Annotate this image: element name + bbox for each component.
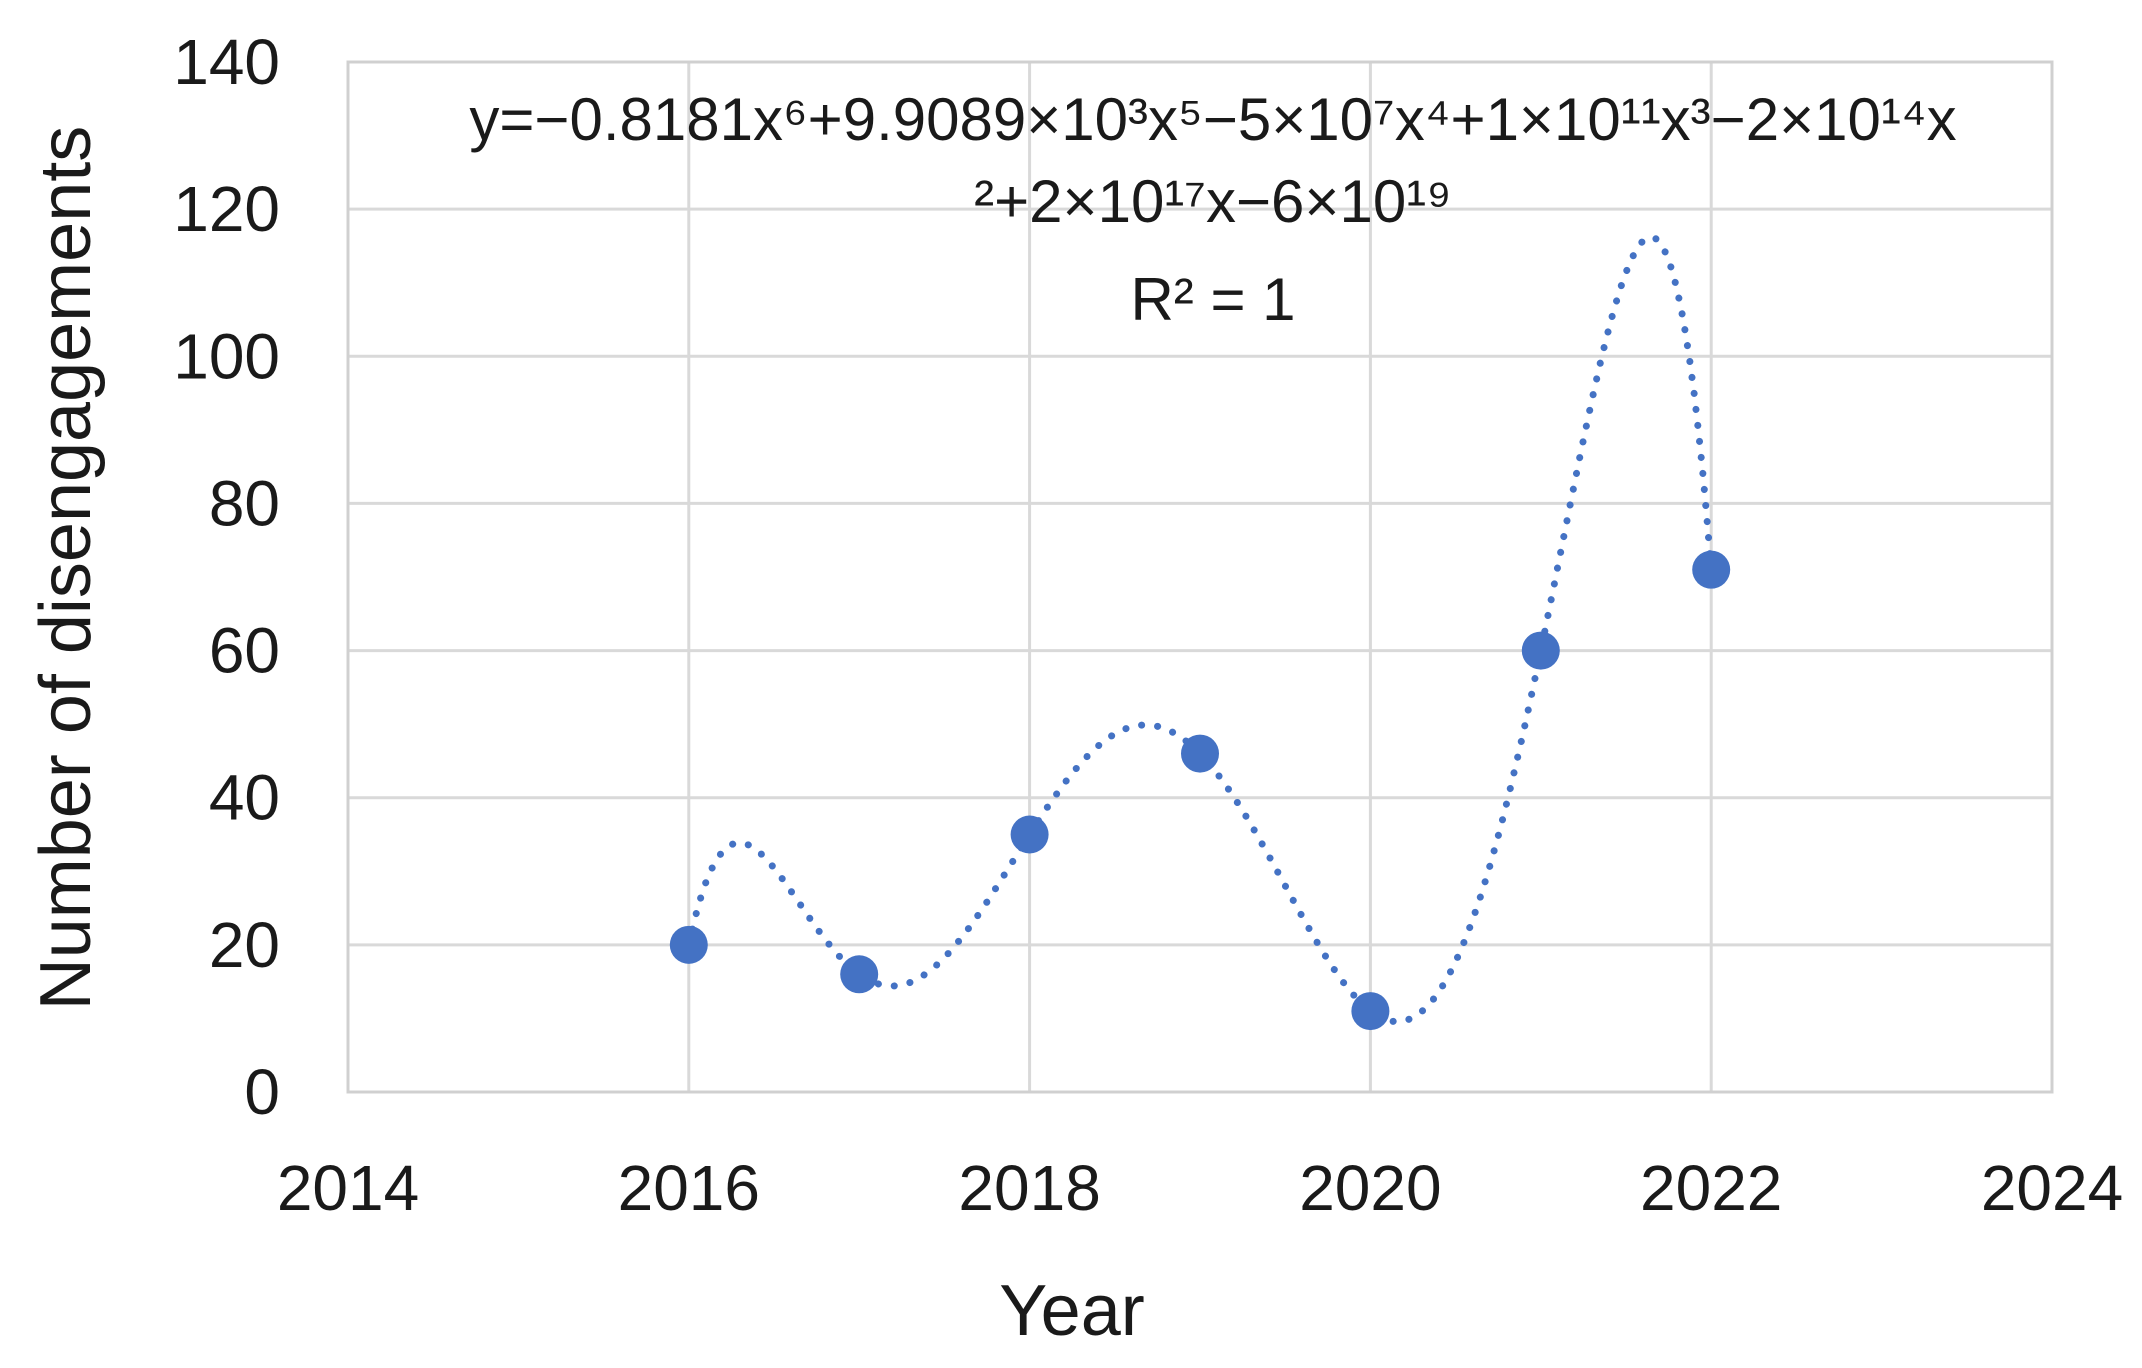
y-tick-label: 100 [173, 320, 280, 392]
x-tick-label: 2022 [1640, 1152, 1782, 1224]
x-tick-label: 2018 [958, 1152, 1100, 1224]
plot-area-border [346, 60, 2054, 1094]
data-points [669, 550, 1731, 1031]
x-axis-title: Year [999, 1271, 1144, 1351]
x-tick-label: 2024 [1981, 1152, 2123, 1224]
y-tick-label: 140 [173, 26, 280, 98]
x-tick-label: 2016 [618, 1152, 760, 1224]
y-tick-label: 60 [209, 615, 280, 687]
data-point [1351, 992, 1390, 1031]
y-tick-label: 120 [173, 173, 280, 245]
trendline [685, 233, 1715, 1026]
y-tick-label: 40 [209, 762, 280, 834]
y-axis-ticks: 0 20 40 60 80 100 120 140 [173, 26, 280, 1128]
x-tick-label: 2014 [277, 1152, 419, 1224]
y-tick-label: 0 [244, 1056, 280, 1128]
data-point [1521, 631, 1560, 670]
data-point [840, 955, 879, 994]
trendline-equation-line-2: ²+2×10¹⁷x−6×10¹⁹ [974, 168, 1452, 235]
data-point [1692, 550, 1731, 589]
x-tick-label: 2020 [1299, 1152, 1441, 1224]
data-point [669, 925, 708, 964]
x-axis-ticks: 2014 2016 2018 2020 2022 2024 [277, 1152, 2123, 1224]
y-tick-label: 20 [209, 909, 280, 981]
trendline-equation-line-1: y=−0.8181x⁶+9.9089×10³x⁵−5×10⁷x⁴+1×10¹¹x… [469, 86, 1956, 153]
r-squared-label: R² = 1 [1130, 266, 1295, 333]
y-tick-label: 80 [209, 467, 280, 539]
y-axis-title: Number of disengagements [26, 126, 106, 1011]
data-point [1010, 815, 1049, 854]
data-point [1181, 734, 1219, 773]
